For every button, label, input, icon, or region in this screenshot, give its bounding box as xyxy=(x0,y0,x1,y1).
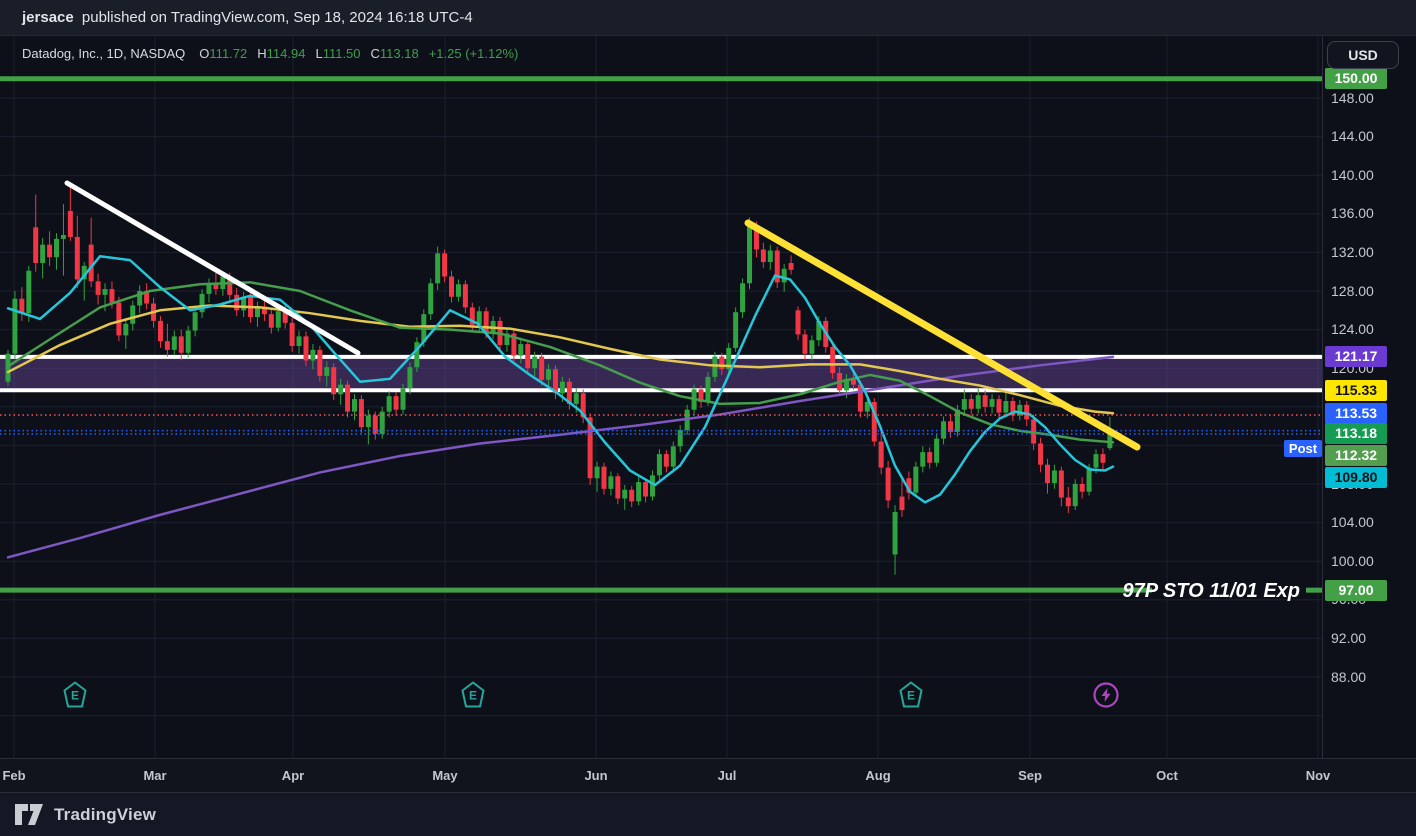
time-tick-nov: Nov xyxy=(1305,768,1331,783)
chart-legend: Datadog, Inc., 1D, NASDAQ O111.72 H114.9… xyxy=(22,46,518,61)
price-label-post: 113.53 xyxy=(1325,402,1387,424)
chart-area[interactable]: E E E 97P STO 11/01 Exp Datadog, Inc., 1D, … xyxy=(0,36,1322,758)
price-tick: 140.00 xyxy=(1331,166,1374,183)
price-label-sma100: 115.33 xyxy=(1325,379,1387,401)
annotation-97p-sto[interactable]: 97P STO 11/01 Exp xyxy=(1122,580,1300,602)
price-chart[interactable]: E E E 97P STO 11/01 Exp xyxy=(0,36,1322,758)
svg-text:E: E xyxy=(907,689,915,703)
flash-event-icon[interactable] xyxy=(1093,682,1119,708)
price-tick: 100.00 xyxy=(1331,552,1374,569)
svg-text:E: E xyxy=(469,689,477,703)
price-tick: 88.00 xyxy=(1331,668,1367,685)
price-tick: 136.00 xyxy=(1331,205,1374,222)
ohlc-open: O111.72 xyxy=(199,46,248,61)
time-tick-apr: Apr xyxy=(281,768,305,783)
price-label-150: 150.00 xyxy=(1325,68,1387,90)
gridlines xyxy=(0,36,1322,758)
price-tick: 104.00 xyxy=(1331,514,1374,531)
time-tick-may: May xyxy=(432,768,458,783)
price-tick: 124.00 xyxy=(1331,321,1374,338)
footer-bar: TradingView xyxy=(0,792,1416,836)
time-tick-feb: Feb xyxy=(2,768,26,783)
ma-200-purple[interactable] xyxy=(6,355,1115,559)
time-tick-jun: Jun xyxy=(584,768,608,783)
price-tick: 144.00 xyxy=(1331,128,1374,145)
time-tick-oct: Oct xyxy=(1156,768,1178,783)
earnings-icon[interactable]: E xyxy=(899,681,923,708)
ohlc-low: L111.50 xyxy=(315,46,361,61)
price-axis[interactable]: 148.00 144.00 140.00 136.00 132.00 128.00 124.… xyxy=(1322,36,1416,758)
time-tick-aug: Aug xyxy=(865,768,891,783)
price-tick: 148.00 xyxy=(1331,89,1374,106)
price-tick: 128.00 xyxy=(1331,282,1374,299)
svg-text:E: E xyxy=(71,689,79,703)
publish-meta: published on TradingView.com, Sep 18, 20… xyxy=(77,9,473,26)
earnings-icon[interactable]: E xyxy=(63,681,87,708)
post-market-badge: Post xyxy=(1284,440,1322,457)
trendline-white-feb-apr[interactable] xyxy=(64,180,361,356)
ohlc-high: H114.94 xyxy=(257,46,306,61)
price-label-sma50: 112.32 xyxy=(1325,444,1387,466)
price-label-last: 113.18 xyxy=(1325,422,1387,444)
currency-toggle-button[interactable]: USD xyxy=(1327,41,1399,69)
price-tick: 92.00 xyxy=(1331,629,1367,646)
price-label-sma200: 121.17 xyxy=(1325,345,1387,367)
time-tick-mar: Mar xyxy=(143,768,167,783)
price-label-ema20: 109.80 xyxy=(1325,466,1387,488)
trendline-yellow-jul-sep[interactable] xyxy=(744,219,1141,451)
resistance-zone[interactable] xyxy=(0,356,1322,391)
price-tick: 132.00 xyxy=(1331,243,1374,260)
ma-50-green[interactable] xyxy=(6,281,1115,444)
time-axis[interactable]: Feb Mar Apr May Jun Jul Aug Sep Oct Nov xyxy=(0,758,1416,792)
price-change: +1.25 (+1.12%) xyxy=(428,46,519,61)
time-tick-jul: Jul xyxy=(717,768,737,783)
symbol-title[interactable]: Datadog, Inc., 1D, NASDAQ xyxy=(22,46,186,61)
ohlc-close: C113.18 xyxy=(370,46,419,61)
tradingview-brand[interactable]: TradingView xyxy=(54,804,157,824)
tradingview-logo-icon[interactable] xyxy=(14,804,44,825)
publish-info: jersace published on TradingView.com, Se… xyxy=(22,9,473,26)
time-tick-sep: Sep xyxy=(1018,768,1042,783)
price-label-97: 97.00 xyxy=(1325,579,1387,601)
author-name: jersace xyxy=(22,9,74,26)
header-bar: jersace published on TradingView.com, Se… xyxy=(0,0,1416,36)
earnings-icon[interactable]: E xyxy=(461,681,485,708)
